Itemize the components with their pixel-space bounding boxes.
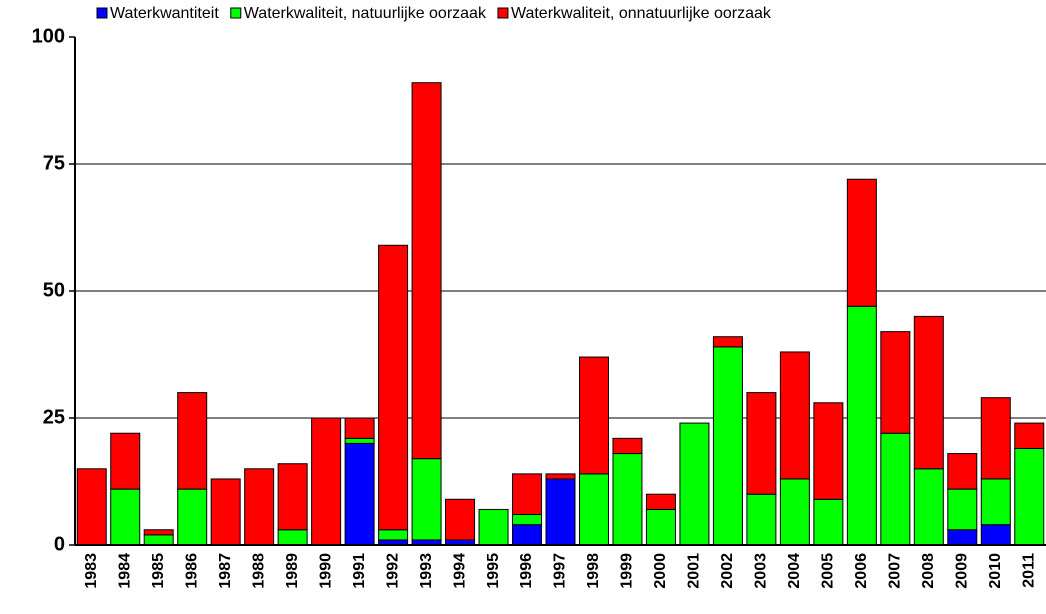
x-tick-label: 1987 xyxy=(217,553,234,589)
bar-segment xyxy=(746,392,777,495)
bar-segment xyxy=(110,488,141,546)
bar-segment xyxy=(578,356,609,475)
bar-segment xyxy=(980,524,1011,546)
x-tick-label: 2001 xyxy=(686,553,703,589)
bar-segment xyxy=(612,437,643,455)
bar-segment xyxy=(277,529,308,546)
bar-segment xyxy=(311,417,342,546)
bar-segment xyxy=(913,468,944,546)
bar-segment xyxy=(679,422,710,546)
legend-label: Waterkwaliteit, natuurlijke oorzaak xyxy=(244,5,487,22)
y-tick-label: 0 xyxy=(54,533,65,555)
bar-segment xyxy=(143,534,174,546)
y-tick-label: 25 xyxy=(43,406,65,428)
x-tick-label: 2002 xyxy=(719,553,736,589)
x-tick-label: 2003 xyxy=(753,553,770,589)
bar-segment xyxy=(344,442,375,546)
bar-segment xyxy=(846,305,877,546)
y-tick-label: 100 xyxy=(32,25,65,47)
x-tick-label: 2008 xyxy=(920,553,937,589)
x-tick-label: 1993 xyxy=(418,553,435,589)
y-tick-label: 75 xyxy=(43,152,65,174)
x-tick-label: 2000 xyxy=(652,553,669,589)
bar-segment xyxy=(110,432,141,490)
x-tick-label: 1994 xyxy=(451,553,468,589)
x-tick-label: 1995 xyxy=(485,553,502,589)
bar-segment xyxy=(578,473,609,546)
bar-segment xyxy=(947,488,978,531)
bar-segment xyxy=(378,529,409,541)
bar-segment xyxy=(478,508,509,546)
x-tick-label: 2004 xyxy=(786,553,803,589)
bar-segment xyxy=(512,473,543,516)
bar-segment xyxy=(813,498,844,546)
x-tick-label: 1996 xyxy=(518,553,535,589)
x-tick-label: 1984 xyxy=(116,553,133,589)
x-tick-label: 1989 xyxy=(284,553,301,589)
x-tick-label: 1998 xyxy=(585,553,602,589)
x-tick-label: 1985 xyxy=(150,553,167,589)
legend-swatch xyxy=(230,7,242,19)
x-tick-label: 1988 xyxy=(250,553,267,589)
x-tick-label: 1992 xyxy=(384,553,401,589)
bar-segment xyxy=(1014,447,1045,546)
bar-segment xyxy=(177,488,208,546)
x-tick-label: 1986 xyxy=(183,553,200,589)
bar-segment xyxy=(512,524,543,546)
legend-label: Waterkwaliteit, onnatuurlijke oorzaak xyxy=(511,5,772,22)
bar-segment xyxy=(746,493,777,546)
bar-segment xyxy=(512,514,543,526)
x-tick-label: 1991 xyxy=(351,553,368,589)
bar-segment xyxy=(880,432,911,546)
x-tick-label: 2011 xyxy=(1020,553,1037,588)
bar-segment xyxy=(980,478,1011,526)
bar-segment xyxy=(411,458,442,541)
bar-segment xyxy=(779,478,810,546)
bar-segment xyxy=(76,468,107,546)
x-tick-label: 2009 xyxy=(954,553,971,589)
bar-segment xyxy=(712,336,743,348)
bar-segment xyxy=(947,529,978,546)
bar-segment xyxy=(277,463,308,531)
x-tick-label: 2006 xyxy=(853,553,870,589)
bar-segment xyxy=(344,417,375,439)
bar-segment xyxy=(612,453,643,546)
bar-segment xyxy=(980,397,1011,480)
bar-segment xyxy=(143,529,174,536)
x-tick-label: 1990 xyxy=(317,553,334,589)
legend-label: Waterkwantiteit xyxy=(110,5,219,22)
legend-swatch xyxy=(497,7,509,19)
bar-segment xyxy=(445,498,476,541)
bar-segment xyxy=(545,473,576,480)
bar-segment xyxy=(344,437,375,444)
bar-segment xyxy=(712,346,743,546)
y-tick-label: 50 xyxy=(43,279,65,301)
bar-segment xyxy=(645,493,676,510)
x-tick-label: 1997 xyxy=(552,553,569,589)
bar-segment xyxy=(779,351,810,480)
bar-segment xyxy=(210,478,241,546)
bar-segment xyxy=(378,244,409,531)
x-tick-label: 1999 xyxy=(619,553,636,589)
bar-segment xyxy=(244,468,275,546)
bar-segment xyxy=(545,478,576,546)
bar-segment xyxy=(411,82,442,460)
legend-swatch xyxy=(96,7,108,19)
x-tick-label: 2010 xyxy=(987,553,1004,589)
x-tick-label: 1983 xyxy=(83,553,100,589)
bar-segment xyxy=(947,453,978,490)
bar-segment xyxy=(813,402,844,500)
bar-segment xyxy=(1014,422,1045,449)
bar-segment xyxy=(645,508,676,546)
bar-segment xyxy=(177,392,208,490)
bar-segment xyxy=(846,178,877,307)
x-tick-label: 2007 xyxy=(887,553,904,589)
bar-segment xyxy=(913,315,944,470)
bar-segment xyxy=(880,331,911,434)
x-tick-label: 2005 xyxy=(820,553,837,589)
